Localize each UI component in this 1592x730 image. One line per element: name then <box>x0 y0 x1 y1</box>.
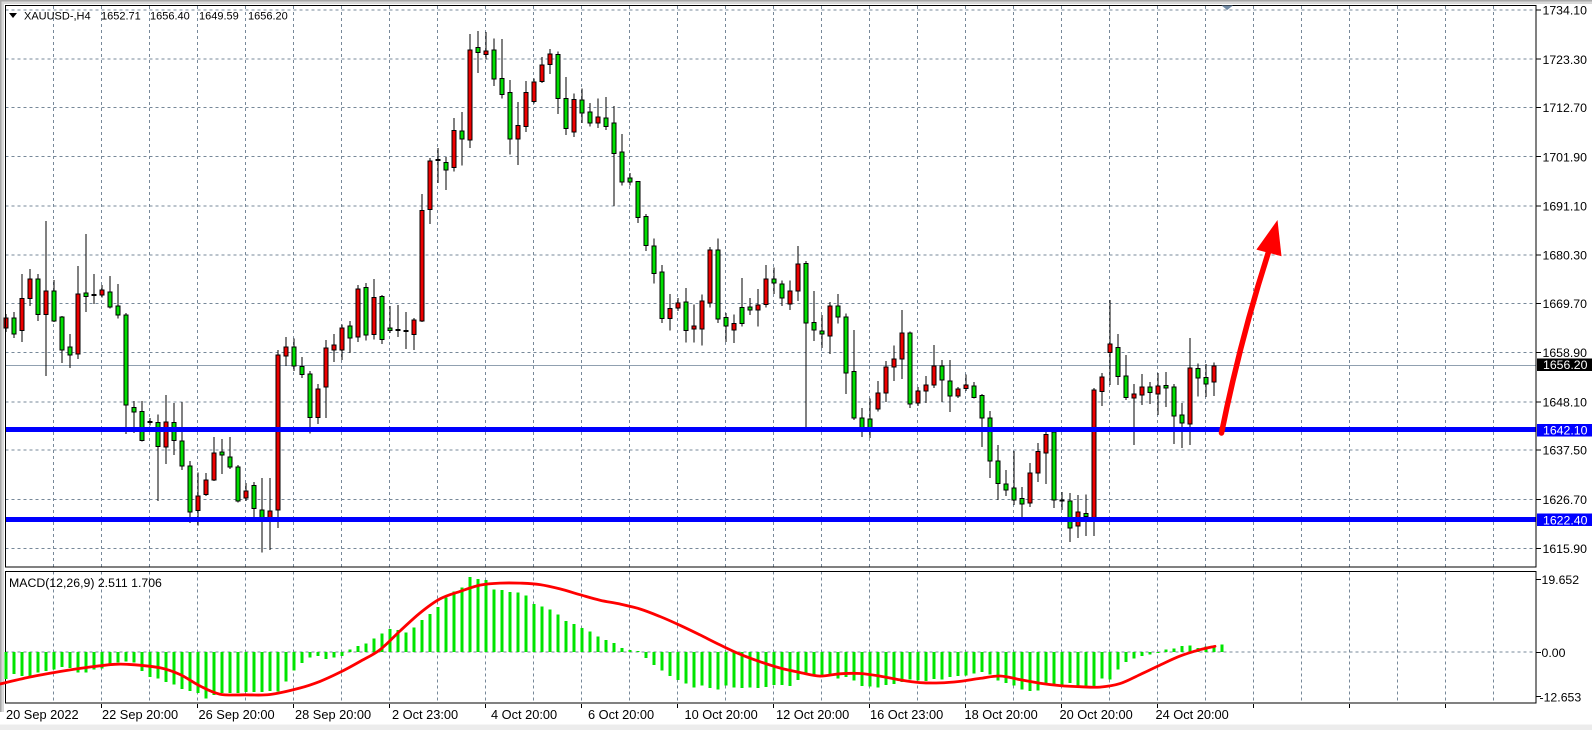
svg-text:28 Sep 20:00: 28 Sep 20:00 <box>295 707 371 722</box>
svg-text:12 Oct 20:00: 12 Oct 20:00 <box>776 707 849 722</box>
svg-text:26 Sep 20:00: 26 Sep 20:00 <box>199 707 275 722</box>
svg-text:1642.10: 1642.10 <box>1543 424 1588 438</box>
svg-text:4 Oct 20:00: 4 Oct 20:00 <box>491 707 557 722</box>
svg-text:1669.70: 1669.70 <box>1543 297 1588 311</box>
svg-text:16 Oct 23:00: 16 Oct 23:00 <box>870 707 943 722</box>
svg-text:1734.10: 1734.10 <box>1543 4 1588 18</box>
svg-text:1622.40: 1622.40 <box>1543 513 1588 527</box>
svg-text:1652.71: 1652.71 <box>101 11 141 23</box>
svg-text:1712.70: 1712.70 <box>1543 101 1588 115</box>
svg-text:24 Oct 20:00: 24 Oct 20:00 <box>1156 707 1229 722</box>
svg-text:1656.40: 1656.40 <box>150 11 190 23</box>
svg-text:XAUUSD-,H4: XAUUSD-,H4 <box>24 11 91 23</box>
svg-text:6 Oct 20:00: 6 Oct 20:00 <box>588 707 654 722</box>
svg-text:10 Oct 20:00: 10 Oct 20:00 <box>685 707 758 722</box>
svg-text:1691.10: 1691.10 <box>1543 200 1588 214</box>
svg-text:1656.20: 1656.20 <box>248 11 288 23</box>
svg-text:1658.90: 1658.90 <box>1543 346 1588 360</box>
svg-text:1637.50: 1637.50 <box>1543 444 1588 458</box>
svg-text:1656.20: 1656.20 <box>1543 358 1588 372</box>
svg-text:22 Sep 20:00: 22 Sep 20:00 <box>102 707 178 722</box>
svg-text:1680.30: 1680.30 <box>1543 249 1588 263</box>
svg-text:-12.653: -12.653 <box>1540 690 1582 704</box>
svg-text:1648.10: 1648.10 <box>1543 395 1588 409</box>
svg-text:0.00: 0.00 <box>1542 646 1566 660</box>
svg-text:1649.59: 1649.59 <box>199 11 239 23</box>
svg-text:1626.70: 1626.70 <box>1543 493 1588 507</box>
svg-text:20 Oct 20:00: 20 Oct 20:00 <box>1060 707 1133 722</box>
svg-text:19.652: 19.652 <box>1542 573 1580 587</box>
svg-text:20 Sep 2022: 20 Sep 2022 <box>6 707 79 722</box>
svg-text:1701.90: 1701.90 <box>1543 150 1588 164</box>
svg-text:1723.30: 1723.30 <box>1543 53 1588 67</box>
svg-text:1615.90: 1615.90 <box>1543 542 1588 556</box>
svg-text:18 Oct 20:00: 18 Oct 20:00 <box>965 707 1038 722</box>
svg-text:MACD(12,26,9) 2.511 1.706: MACD(12,26,9) 2.511 1.706 <box>9 576 162 590</box>
svg-text:2 Oct 23:00: 2 Oct 23:00 <box>392 707 458 722</box>
